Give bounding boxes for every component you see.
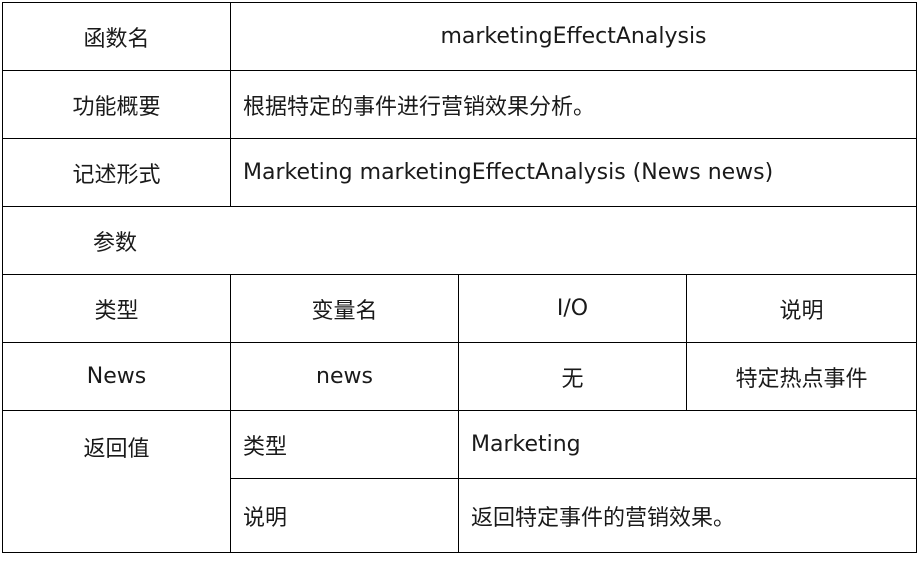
param-desc: 特定热点事件 [685,342,918,411]
param-header-name: 变量名 [230,274,459,343]
param-row: News news 无 特定热点事件 [2,342,918,411]
summary-value: 根据特定的事件进行营销效果分析。 [229,70,918,139]
summary-label: 功能概要 [2,70,231,139]
param-type: News [2,342,231,411]
function-spec-table: 函数名 marketingEffectAnalysis 功能概要 根据特定的事件… [1,2,918,553]
param-header-io: I/O [458,274,687,343]
function-name-value: marketingEffectAnalysis [229,2,918,71]
row-function-name: 函数名 marketingEffectAnalysis [2,2,918,71]
row-signature: 记述形式 Marketing marketingEffectAnalysis (… [2,138,918,207]
row-parameters-title: 参数 [1,206,918,275]
return-desc-label: 说明 [230,478,459,553]
param-header-type: 类型 [2,274,231,343]
return-type-label: 类型 [230,410,459,479]
return-value-label: 返回值 [2,410,231,553]
parameters-label: 参数 [1,206,918,275]
signature-value: Marketing marketingEffectAnalysis (News … [229,138,918,207]
param-io: 无 [458,342,687,411]
param-header-desc: 说明 [685,274,918,343]
row-return-desc: 说明 返回特定事件的营销效果。 [3,478,918,553]
row-parameters-header: 类型 变量名 I/O 说明 [2,274,918,343]
row-return-type: 返回值 类型 Marketing [2,410,918,553]
return-type-value: Marketing [457,410,918,479]
param-name: news [230,342,459,411]
signature-label: 记述形式 [2,138,231,207]
function-name-label: 函数名 [2,2,231,71]
row-summary: 功能概要 根据特定的事件进行营销效果分析。 [2,70,918,139]
return-desc-value: 返回特定事件的营销效果。 [457,478,918,553]
